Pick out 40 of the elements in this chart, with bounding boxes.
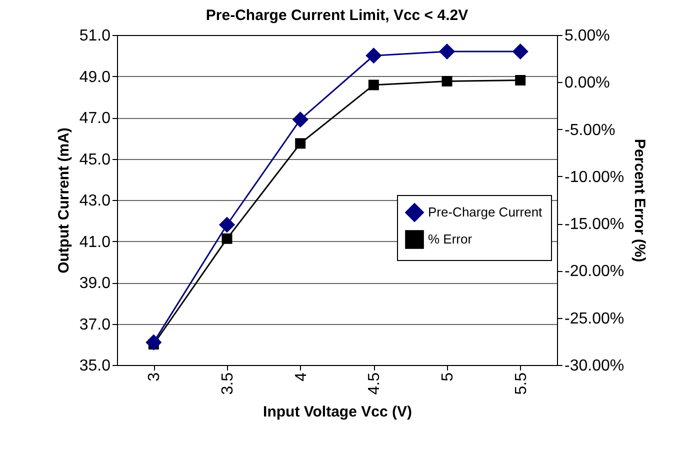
y-tick-label: 35.0: [79, 358, 111, 374]
y-tick-label: 45.0: [79, 151, 111, 168]
point: [295, 138, 306, 149]
point: [218, 216, 236, 233]
point: [515, 75, 526, 86]
legend-label: Pre-Charge Current: [428, 204, 543, 220]
x-tick-label: 4.5: [366, 372, 384, 395]
point: [438, 43, 456, 60]
y-tick-label: 49.0: [79, 68, 111, 86]
point: [146, 334, 162, 350]
legend-label: % Error: [428, 232, 473, 246]
point: [366, 48, 382, 64]
x-tick-label: 5: [440, 372, 456, 382]
point: [292, 112, 308, 128]
x-tick-label: 3: [146, 372, 164, 382]
y-tick-label: 47.0: [79, 110, 111, 127]
point: [442, 76, 452, 86]
point: [512, 43, 528, 60]
y2-axis-title: Percent Error (%): [631, 138, 648, 262]
chart-title: Pre-Charge Current Limit, Vcc < 4.2V: [206, 7, 468, 24]
y-tick-label: 39.0: [79, 275, 111, 292]
y2-tick-label: -10.00%: [564, 168, 624, 186]
y2-tick-label: -5.00%: [564, 122, 616, 139]
y2-tick-label: -25.00%: [564, 310, 624, 328]
y-tick-label: 37.0: [79, 316, 111, 334]
y-tick-label: 41.0: [79, 234, 111, 251]
y2-tick-label: -30.00%: [564, 358, 624, 374]
x-tick-label: 4: [292, 372, 310, 382]
y2-tick-label: 5.00%: [564, 28, 610, 44]
y2-tick-label: -20.00%: [564, 263, 624, 280]
x-tick-label: 5.5: [512, 372, 530, 395]
y-axis-title: Output Current (mA): [55, 128, 72, 274]
y2-tick-label: -15.00%: [564, 216, 624, 234]
y2-tick-label: 0.00%: [564, 74, 610, 92]
point: [368, 80, 379, 90]
y-tick-label: 43.0: [79, 192, 111, 210]
y-tick-label: 51.0: [79, 28, 111, 44]
x-axis-title: Input Voltage Vcc (V): [263, 404, 412, 421]
point: [222, 233, 232, 244]
x-tick-label: 3.5: [220, 372, 236, 395]
